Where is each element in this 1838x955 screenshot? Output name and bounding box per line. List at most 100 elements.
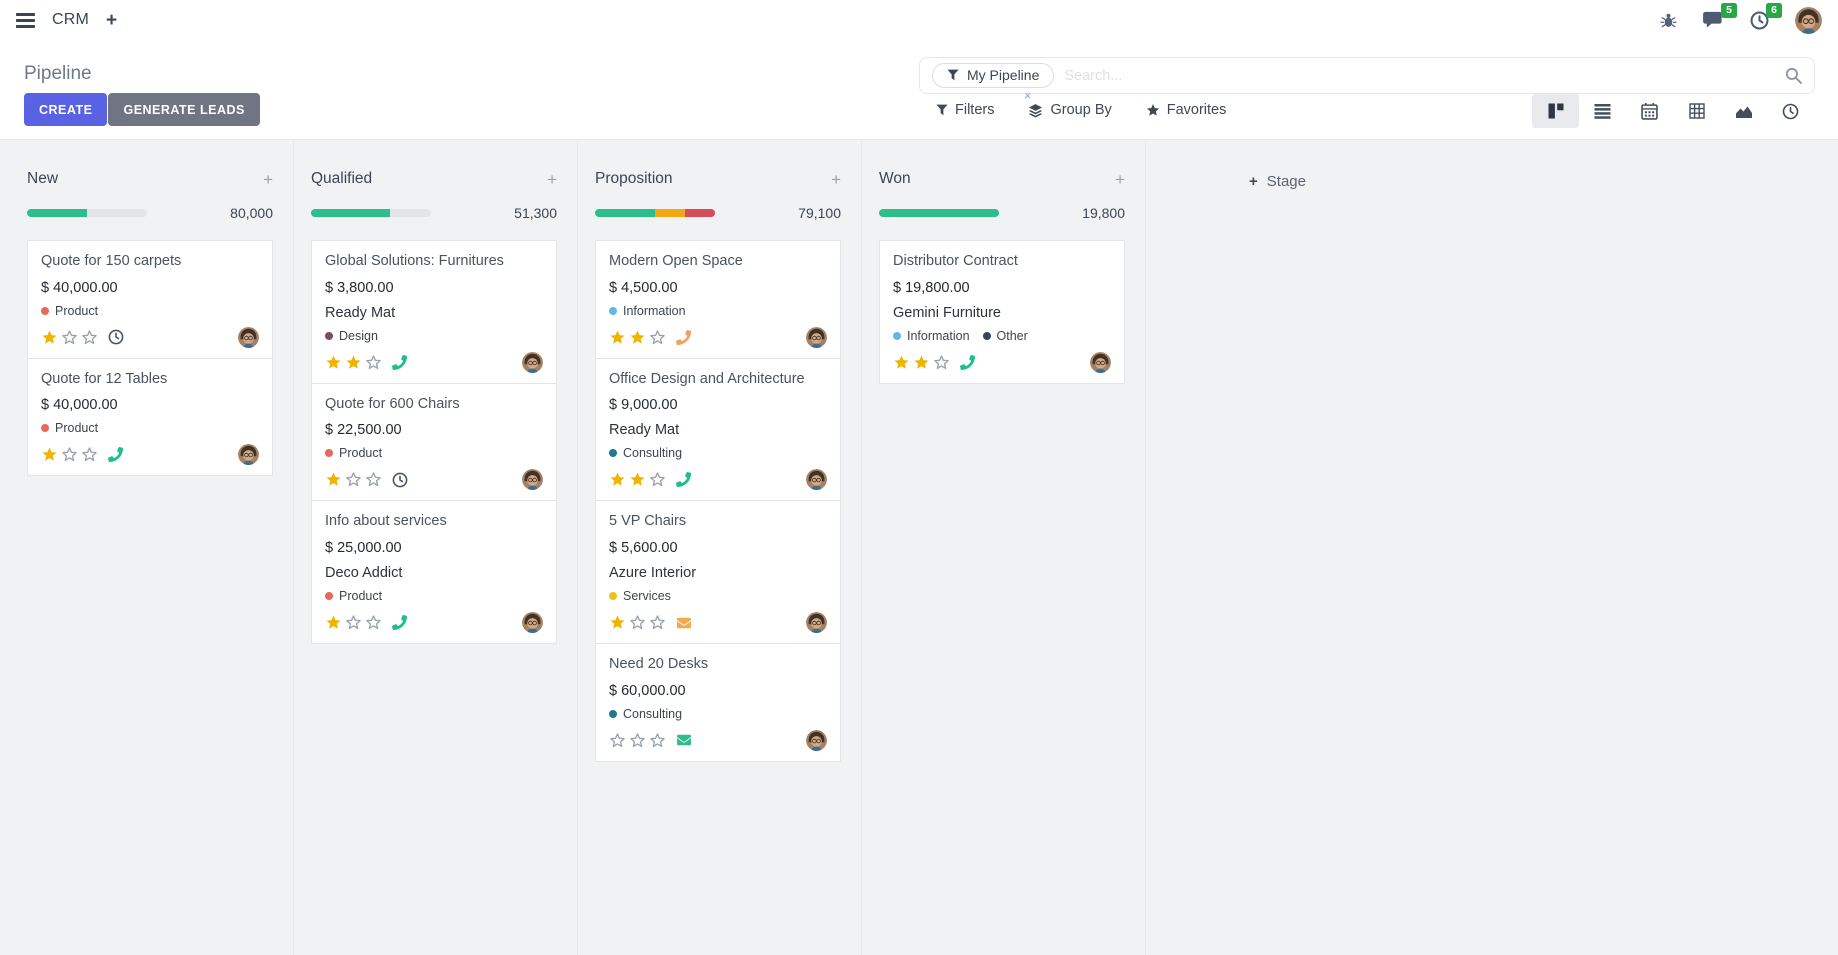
view-graph-icon[interactable] — [1720, 94, 1767, 128]
apps-menu-icon[interactable] — [16, 12, 35, 28]
kanban-card[interactable]: Office Design and Architecture $ 9,000.00… — [595, 357, 841, 502]
star-empty-icon[interactable] — [649, 614, 666, 631]
app-title[interactable]: CRM — [52, 11, 90, 28]
kanban-card[interactable]: Modern Open Space $ 4,500.00 Information — [595, 240, 841, 359]
star-filled-icon[interactable] — [345, 354, 362, 371]
progressbar-segment[interactable] — [655, 209, 685, 217]
star-empty-icon[interactable] — [345, 471, 362, 488]
kanban-card[interactable]: Need 20 Desks $ 60,000.00 Consulting — [595, 643, 841, 762]
tag-dot-icon — [609, 449, 617, 458]
salesperson-avatar — [806, 729, 827, 751]
filters-menu[interactable]: Filters — [936, 102, 994, 118]
star-empty-icon[interactable] — [81, 329, 98, 346]
view-list-icon[interactable] — [1579, 94, 1626, 128]
search-facet[interactable]: My Pipeline — [932, 63, 1055, 88]
activity-phone-icon[interactable] — [676, 472, 691, 488]
activity-phone-icon[interactable] — [108, 447, 123, 463]
kanban-card[interactable]: Quote for 600 Chairs $ 22,500.00 Product — [311, 382, 557, 502]
kanban-card[interactable]: Info about services $ 25,000.00 Deco Addic… — [311, 500, 557, 645]
progressbar-segment[interactable] — [27, 209, 87, 217]
filter-funnel-icon — [936, 104, 948, 116]
kanban-card[interactable]: Distributor Contract $ 19,800.00 Gemini Fu… — [879, 240, 1125, 384]
star-empty-icon[interactable] — [365, 614, 382, 631]
view-activity-icon[interactable] — [1767, 94, 1814, 128]
star-filled-icon[interactable] — [609, 329, 626, 346]
kanban-card[interactable]: 5 VP Chairs $ 5,600.00 Azure Interior Servi… — [595, 500, 841, 645]
star-filled-icon[interactable] — [325, 354, 342, 371]
view-pivot-icon[interactable] — [1673, 94, 1720, 128]
user-avatar[interactable] — [1795, 6, 1822, 34]
star-empty-icon[interactable] — [649, 471, 666, 488]
activity-phone-icon[interactable] — [392, 354, 407, 370]
card-tags: Consulting — [609, 707, 827, 721]
messages-icon[interactable]: 5 — [1703, 2, 1737, 30]
card-tags: Consulting — [609, 446, 827, 460]
activity-envelope-icon[interactable] — [676, 616, 692, 630]
generate-leads-button[interactable]: GENERATE LEADS — [108, 93, 260, 126]
star-empty-icon[interactable] — [345, 614, 362, 631]
column-quick-create-button[interactable]: + — [263, 169, 273, 189]
view-calendar-icon[interactable] — [1626, 94, 1673, 128]
column-progressbar[interactable] — [879, 209, 999, 217]
star-filled-icon[interactable] — [913, 354, 930, 371]
star-empty-icon[interactable] — [61, 446, 78, 463]
column-progressbar[interactable] — [595, 209, 715, 217]
create-button[interactable]: CREATE — [24, 93, 108, 126]
activity-clock-icon[interactable] — [108, 329, 124, 345]
star-filled-icon[interactable] — [629, 471, 646, 488]
star-empty-icon[interactable] — [649, 732, 666, 749]
search-icon[interactable] — [1785, 67, 1802, 84]
star-empty-icon[interactable] — [629, 614, 646, 631]
kanban-board: New +80,000 Quote for 150 carpets $ 40,000.… — [0, 140, 1838, 955]
search-bar[interactable]: My Pipeline Search... × — [919, 57, 1815, 102]
column-quick-create-button[interactable]: + — [1115, 169, 1125, 189]
star-filled-icon[interactable] — [41, 329, 58, 346]
star-filled-icon[interactable] — [325, 614, 342, 631]
star-empty-icon[interactable] — [81, 446, 98, 463]
activity-phone-icon[interactable] — [676, 329, 691, 345]
column-quick-create-button[interactable]: + — [831, 169, 841, 189]
card-expected-revenue: $ 4,500.00 — [609, 279, 678, 296]
progressbar-segment[interactable] — [311, 209, 391, 217]
star-empty-icon[interactable] — [365, 354, 382, 371]
favorites-menu[interactable]: Favorites — [1146, 102, 1226, 118]
add-stage-button[interactable]: + Stage — [1249, 173, 1430, 190]
activities-clock-icon[interactable]: 6 — [1750, 2, 1782, 30]
kanban-card[interactable]: Quote for 12 Tables $ 40,000.00 Product — [27, 357, 273, 477]
star-empty-icon[interactable] — [629, 732, 646, 749]
progressbar-segment[interactable] — [879, 209, 999, 217]
star-filled-icon[interactable] — [609, 471, 626, 488]
group-by-menu[interactable]: Group By — [1028, 102, 1112, 118]
star-empty-icon[interactable] — [61, 329, 78, 346]
star-empty-icon[interactable] — [649, 329, 666, 346]
star-filled-icon[interactable] — [41, 446, 58, 463]
card-tags: Information — [609, 304, 827, 318]
view-kanban-icon[interactable] — [1532, 94, 1579, 128]
progressbar-segment[interactable] — [595, 209, 655, 217]
star-filled-icon[interactable] — [893, 354, 910, 371]
activity-envelope-icon[interactable] — [676, 733, 692, 747]
activity-phone-icon[interactable] — [392, 615, 407, 631]
kanban-column-proposition: Proposition +79,100 Modern Open Space $ 4,5… — [578, 140, 862, 955]
activity-clock-icon[interactable] — [392, 472, 408, 488]
remove-facet-icon[interactable]: × — [1024, 89, 1032, 103]
card-tags: Services — [609, 589, 827, 603]
star-empty-icon[interactable] — [365, 471, 382, 488]
card-title: Quote for 12 Tables — [41, 370, 168, 387]
column-progressbar[interactable] — [27, 209, 147, 217]
star-filled-icon[interactable] — [325, 471, 342, 488]
star-filled-icon[interactable] — [609, 614, 626, 631]
column-progressbar[interactable] — [311, 209, 431, 217]
progressbar-segment[interactable] — [685, 209, 715, 217]
star-filled-icon[interactable] — [629, 329, 646, 346]
layers-icon — [1029, 103, 1043, 117]
column-quick-create-button[interactable]: + — [547, 169, 557, 189]
new-tab-button[interactable]: + — [106, 9, 118, 31]
kanban-card[interactable]: Global Solutions: Furnitures $ 3,800.00 Re… — [311, 240, 557, 384]
star-empty-icon[interactable] — [609, 732, 626, 749]
star-empty-icon[interactable] — [933, 354, 950, 371]
add-stage-label: Stage — [1266, 173, 1306, 190]
activity-phone-icon[interactable] — [960, 354, 975, 370]
debug-bug-icon[interactable] — [1660, 12, 1677, 29]
kanban-card[interactable]: Quote for 150 carpets $ 40,000.00 Product — [27, 240, 273, 359]
